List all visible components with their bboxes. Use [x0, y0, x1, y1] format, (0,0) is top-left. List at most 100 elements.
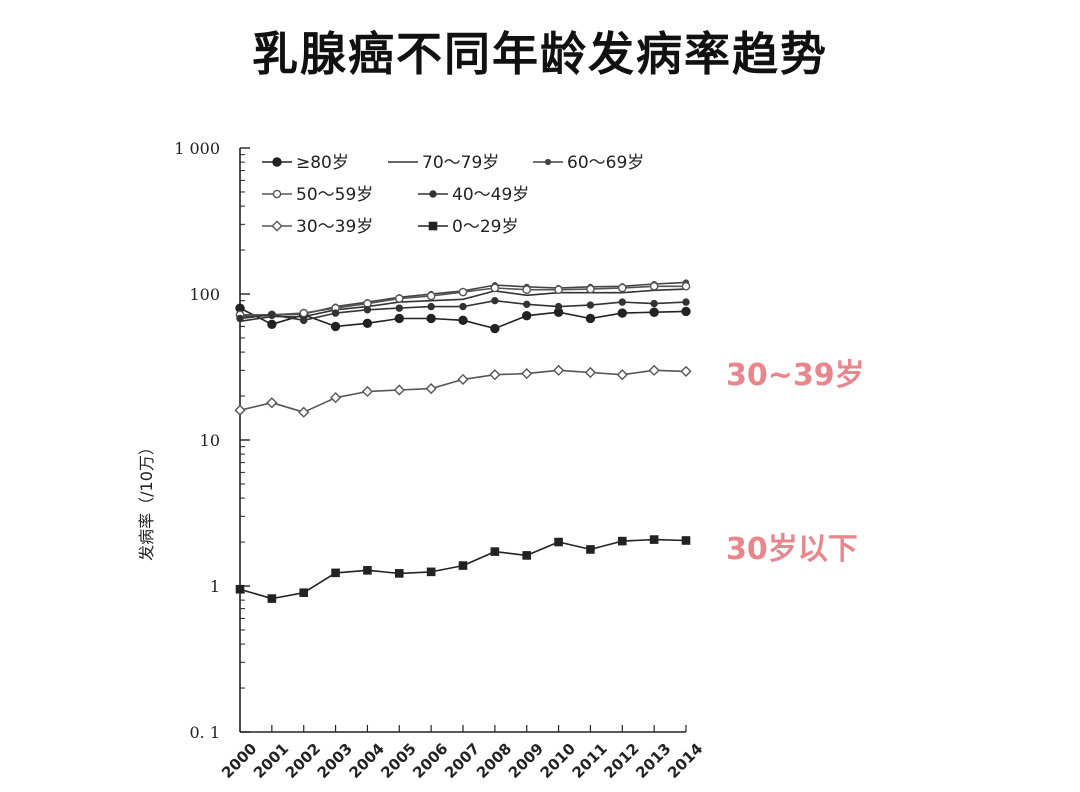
- marker-open-diamond: [271, 220, 283, 232]
- legend-item: 40～49岁: [418, 185, 529, 205]
- legend-label: 60～69岁: [567, 153, 644, 173]
- x-tick-label: 2002: [282, 740, 324, 782]
- marker-filled-square: [490, 547, 500, 556]
- marker-filled-circle: [362, 318, 373, 328]
- x-tick-label: 2005: [377, 740, 419, 782]
- x-tick-label: 2004: [346, 740, 388, 782]
- marker-filled-square: [267, 594, 277, 603]
- marker-filled-circle: [267, 319, 277, 330]
- marker-filled-circle: [649, 307, 659, 317]
- marker-open-circle: [522, 285, 532, 295]
- marker-open-circle: [426, 291, 436, 301]
- legend-item: 60～69岁: [533, 153, 644, 173]
- legend-item: 70～79岁: [388, 153, 499, 173]
- series-line: [239, 288, 687, 323]
- chart-title: 乳腺癌不同年龄发病率趋势: [252, 27, 828, 81]
- marker-open-diamond: [361, 385, 374, 398]
- marker-open-circle: [586, 284, 595, 294]
- x-tick-label: 2000: [218, 740, 260, 782]
- marker-filled-circle: [330, 321, 341, 332]
- y-axis-label-group: 发病率（/10万）: [137, 439, 156, 561]
- x-tick-label: 2006: [409, 740, 451, 782]
- marker-filled-square: [681, 536, 691, 545]
- y-tick-label: 100: [189, 285, 220, 304]
- marker-filled-dot: [650, 299, 658, 308]
- marker-filled-circle: [522, 311, 532, 321]
- annotation-30-39: 30~39岁: [726, 358, 865, 393]
- marker-open-diamond: [648, 364, 660, 376]
- legend-item: 50～59岁: [262, 185, 373, 205]
- marker-filled-dot: [427, 302, 435, 311]
- marker-open-circle: [394, 294, 404, 303]
- marker-filled-dot: [586, 301, 595, 309]
- marker-filled-square: [331, 568, 340, 578]
- marker-open-circle: [681, 281, 691, 291]
- marker-filled-dot: [491, 296, 499, 305]
- marker-filled-square: [428, 221, 438, 231]
- marker-open-circle: [490, 283, 500, 293]
- x-tick-label: 2013: [632, 740, 674, 782]
- marker-open-diamond: [489, 369, 501, 381]
- x-tick-label: 2001: [250, 740, 292, 782]
- legend-label: 30～39岁: [296, 217, 373, 237]
- marker-open-circle: [649, 281, 659, 291]
- marker-open-diamond: [680, 365, 692, 377]
- marker-open-diamond: [425, 382, 437, 395]
- legend-item: 30～39岁: [262, 217, 373, 237]
- marker-filled-square: [649, 535, 659, 544]
- x-tick-label: 2007: [441, 740, 483, 782]
- marker-filled-dot: [618, 298, 626, 306]
- marker-filled-circle: [490, 323, 500, 334]
- marker-filled-circle: [681, 306, 691, 317]
- legend-label: 0～29岁: [452, 217, 518, 237]
- x-tick-label: 2014: [664, 740, 706, 782]
- marker-filled-square: [394, 569, 404, 578]
- marker-filled-square: [522, 551, 532, 560]
- marker-filled-dot: [331, 309, 340, 317]
- marker-filled-circle: [426, 313, 436, 324]
- y-tick-label: 10: [200, 431, 220, 450]
- legend-item: ≥80岁: [262, 153, 349, 173]
- marker-filled-dot: [554, 302, 563, 311]
- legend: ≥80岁 70～79岁 60～69岁 50～59岁 40～49岁 30～39岁 0～29岁: [262, 153, 644, 237]
- marker-open-diamond: [552, 364, 565, 376]
- axes: [239, 147, 687, 733]
- marker-filled-square: [426, 567, 436, 577]
- x-tick-label: 2011: [569, 740, 611, 782]
- x-tick-label: 2003: [314, 740, 356, 782]
- marker-open-diamond: [521, 368, 533, 380]
- marker-open-circle: [272, 189, 282, 199]
- marker-open-diamond: [616, 369, 628, 381]
- legend-label: 70～79岁: [422, 153, 499, 173]
- legend-label: 40～49岁: [452, 185, 529, 205]
- series-lines: [239, 281, 687, 600]
- marker-filled-circle: [458, 315, 468, 326]
- marker-filled-dot: [395, 304, 403, 312]
- x-tick-label: 2012: [600, 740, 642, 782]
- marker-filled-circle: [617, 308, 627, 318]
- marker-open-circle: [554, 285, 563, 295]
- marker-filled-square: [617, 536, 627, 546]
- marker-filled-square: [363, 566, 372, 575]
- x-tick-label: 2010: [537, 740, 579, 782]
- series-markers: [234, 279, 692, 603]
- y-tick-label: 1: [210, 577, 220, 596]
- y-tick-label: 1 000: [174, 139, 220, 158]
- y-tick-label: 0. 1: [189, 723, 220, 742]
- annotation-under-30: 30岁以下: [726, 532, 858, 567]
- marker-open-diamond: [584, 366, 597, 379]
- marker-filled-square: [586, 545, 595, 554]
- marker-open-diamond: [329, 392, 342, 404]
- marker-open-circle: [458, 287, 468, 297]
- marker-small-dot: [544, 158, 552, 166]
- marker-filled-dot: [682, 298, 690, 306]
- legend-label: 50～59岁: [296, 185, 373, 205]
- marker-filled-circle: [394, 313, 404, 324]
- marker-open-diamond: [266, 397, 278, 409]
- y-axis-label: 发病率（/10万）: [137, 439, 156, 561]
- marker-filled-square: [554, 537, 563, 547]
- legend-label: ≥80岁: [296, 153, 349, 173]
- marker-filled-dot: [523, 300, 531, 309]
